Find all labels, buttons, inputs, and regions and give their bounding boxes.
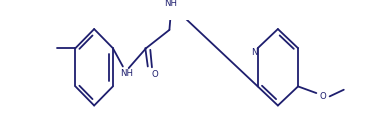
- Text: NH: NH: [120, 69, 133, 78]
- Text: N: N: [251, 48, 258, 57]
- Text: NH: NH: [164, 0, 178, 8]
- Text: O: O: [152, 70, 159, 79]
- Text: O: O: [320, 92, 326, 101]
